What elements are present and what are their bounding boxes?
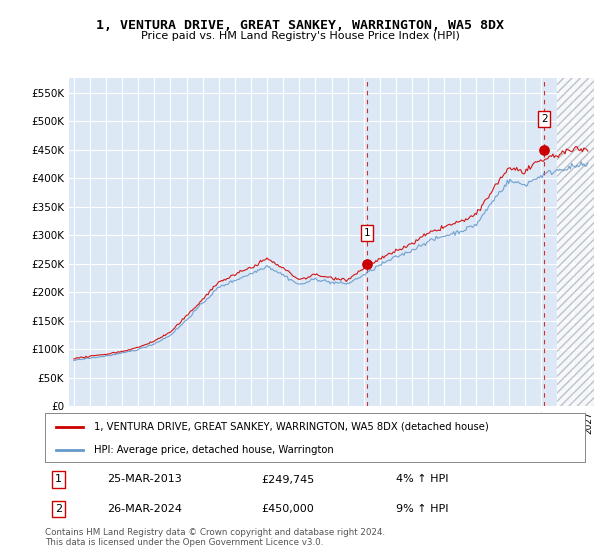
- Text: Price paid vs. HM Land Registry's House Price Index (HPI): Price paid vs. HM Land Registry's House …: [140, 31, 460, 41]
- Text: 4% ↑ HPI: 4% ↑ HPI: [396, 474, 449, 484]
- Text: 1, VENTURA DRIVE, GREAT SANKEY, WARRINGTON, WA5 8DX (detached house): 1, VENTURA DRIVE, GREAT SANKEY, WARRINGT…: [94, 422, 488, 432]
- Text: 2: 2: [541, 114, 548, 124]
- Text: 2: 2: [55, 504, 62, 514]
- Point: [362, 259, 372, 268]
- Point: [539, 145, 549, 154]
- Text: £249,745: £249,745: [261, 474, 314, 484]
- Text: 1, VENTURA DRIVE, GREAT SANKEY, WARRINGTON, WA5 8DX: 1, VENTURA DRIVE, GREAT SANKEY, WARRINGT…: [96, 19, 504, 32]
- Text: 9% ↑ HPI: 9% ↑ HPI: [396, 504, 449, 514]
- Text: 25-MAR-2013: 25-MAR-2013: [107, 474, 182, 484]
- Text: £450,000: £450,000: [261, 504, 314, 514]
- Text: 1: 1: [364, 228, 371, 238]
- Text: 1: 1: [55, 474, 62, 484]
- Text: Contains HM Land Registry data © Crown copyright and database right 2024.
This d: Contains HM Land Registry data © Crown c…: [45, 528, 385, 547]
- Text: HPI: Average price, detached house, Warrington: HPI: Average price, detached house, Warr…: [94, 445, 334, 455]
- Text: 26-MAR-2024: 26-MAR-2024: [107, 504, 182, 514]
